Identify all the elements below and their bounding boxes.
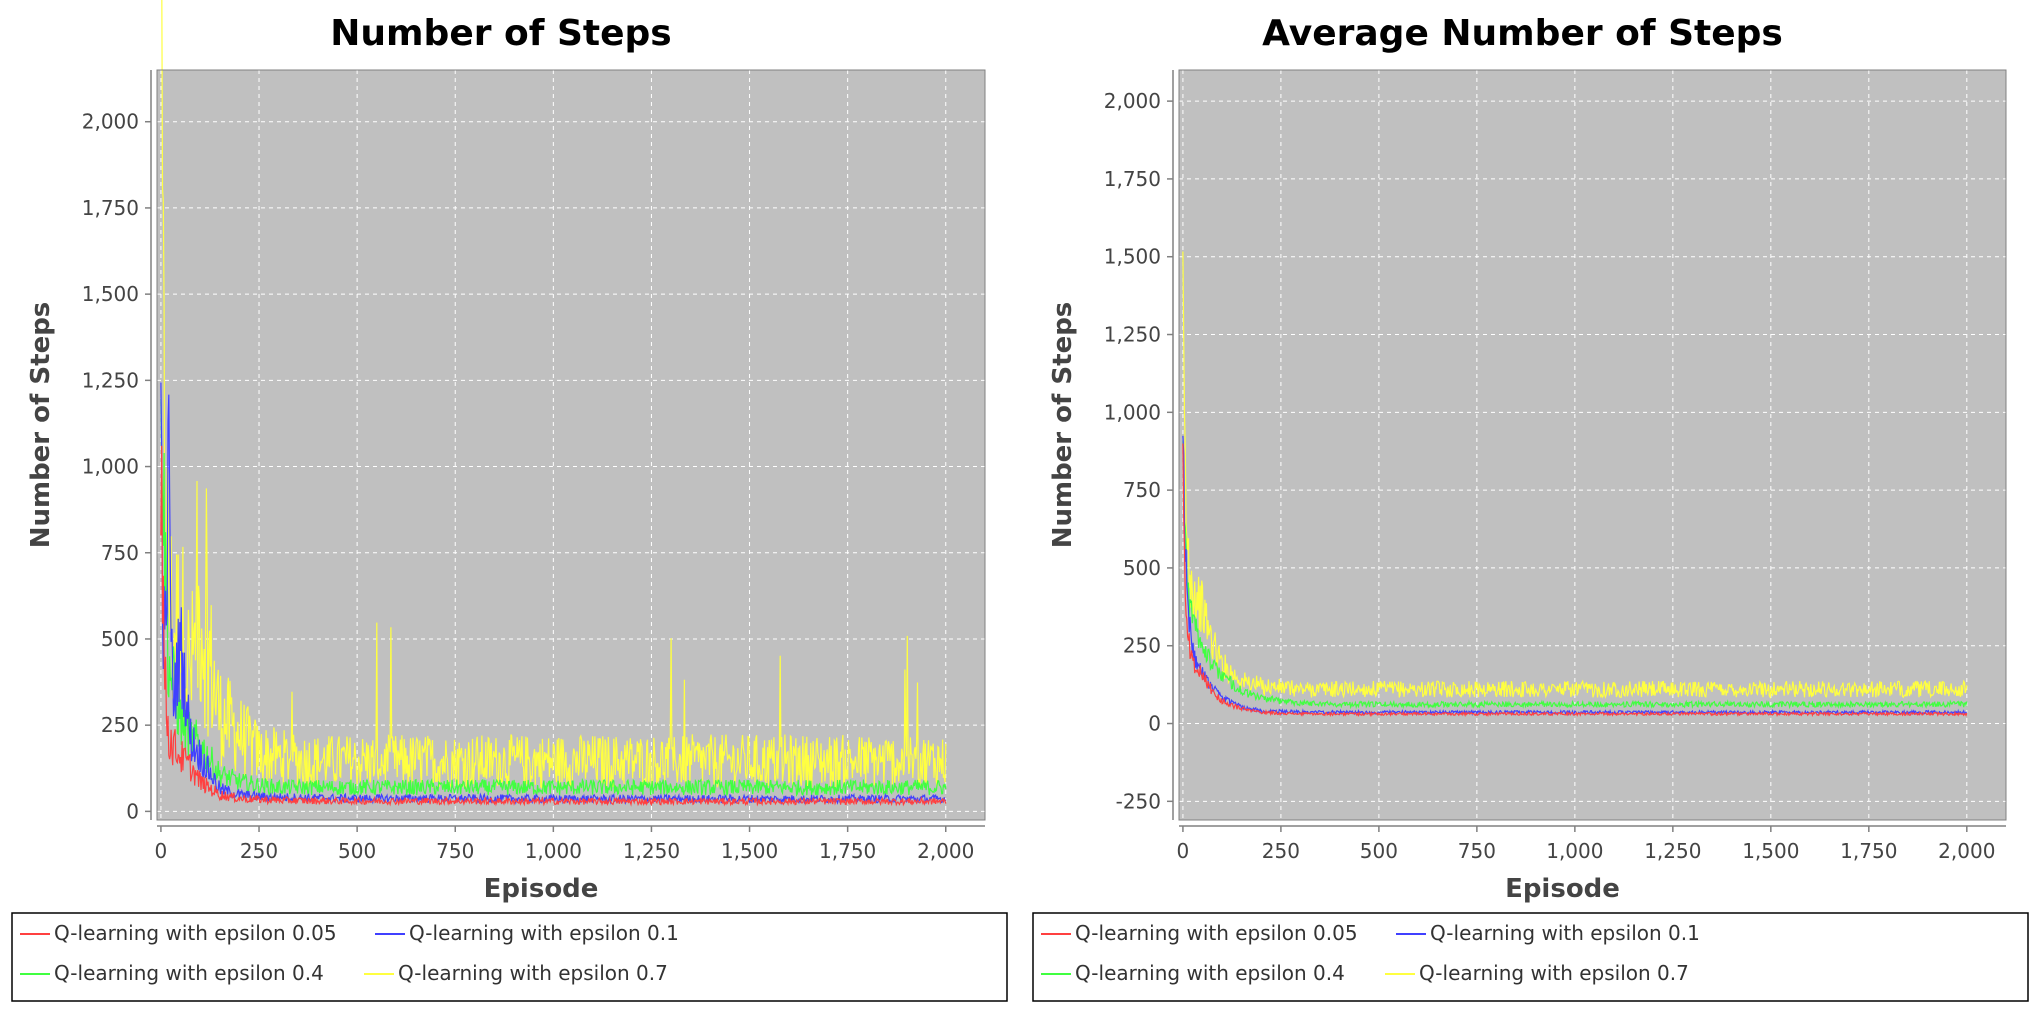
chart0-y-tick-label: 750 (101, 541, 139, 565)
chart0-x-tick-label: 1,000 (525, 839, 582, 863)
chart1-x-tick-label: 1,750 (1840, 839, 1897, 863)
chart1-series-q-learning-with-epsilon-0-1 (1182, 435, 1968, 717)
chart0-y-tick-label: 2,000 (82, 110, 139, 134)
chart0-plot-area (157, 70, 985, 820)
chart1-series-q-learning-with-epsilon-0-4 (1182, 440, 1968, 710)
chart0-x-tick-label: 500 (338, 839, 376, 863)
chart1-x-tick-label: 750 (1458, 839, 1496, 863)
chart1-y-tick-label: 0 (1148, 712, 1161, 736)
chart1-y-axis-label: Number of Steps (1048, 302, 1078, 549)
chart0-x-tick-label: 1,500 (721, 839, 778, 863)
chart1-x-axis-label: Episode (1505, 874, 1620, 904)
chart0-y-tick-label: 1,500 (82, 282, 139, 306)
chart0-y-tick-label: 250 (101, 713, 139, 737)
chart0-y-tick-label: 500 (101, 627, 139, 651)
chart1-y-tick-label: 1,750 (1104, 167, 1161, 191)
chart-panel-number-of-steps: Number of Steps 0 250 500 750 1,000 1,250 1,500… (11, 0, 1008, 1002)
chart0-x-tick-label: 750 (436, 839, 474, 863)
chart0-x-tick-label: 250 (240, 839, 278, 863)
chart0-series-q-learning-with-epsilon-0-4 (160, 398, 947, 798)
chart0-title: Number of Steps (330, 13, 671, 54)
chart1-y-tick-label: -250 (1116, 789, 1161, 813)
chart1-plot-border (1178, 69, 2007, 821)
chart1-legend-label-q-learning-with-epsilon-0-05: Q-learning with epsilon 0.05 (1075, 921, 1358, 945)
chart0-legend (11, 912, 1008, 1002)
chart0-series-q-learning-with-epsilon-0-1 (160, 382, 947, 806)
chart1-y-tick-label: 750 (1123, 478, 1161, 502)
chart0-x-tick-label: 2,000 (917, 839, 974, 863)
chart-number-of-steps: Number of Steps 0 250 500 750 1,000 1,250 1,500… (11, 0, 1008, 1002)
chart1-y-tick-label: 1,250 (1104, 323, 1161, 347)
chart0-x-tick-label: 1,750 (819, 839, 876, 863)
chart1-series-q-learning-with-epsilon-0-05 (1182, 443, 1968, 718)
chart1-x-tick-label: 1,250 (1644, 839, 1701, 863)
chart1-x-tick-label: 250 (1262, 839, 1300, 863)
chart0-y-tick-label: 0 (126, 799, 139, 823)
chart0-series-q-learning-with-epsilon-0-05 (160, 445, 947, 807)
chart1-legend-label-q-learning-with-epsilon-0-4: Q-learning with epsilon 0.4 (1075, 961, 1345, 985)
chart1-plot-area (1179, 70, 2006, 820)
chart1-series-q-learning-with-epsilon-0-7 (1182, 251, 1968, 700)
chart1-title: Average Number of Steps (1262, 13, 1783, 54)
chart1-y-tick-label: 1,500 (1104, 245, 1161, 269)
chart1-x-tick-label: 0 (1177, 839, 1190, 863)
chart1-x-tick-label: 1,500 (1742, 839, 1799, 863)
chart-panel-average-number-of-steps: Average Number of Steps 0 250 500 750 1,000 1,… (1021, 0, 2042, 1026)
chart1-x-tick-label: 500 (1360, 839, 1398, 863)
chart1-y-tick-label: 1,000 (1104, 400, 1161, 424)
chart1-legend-label-q-learning-with-epsilon-0-7: Q-learning with epsilon 0.7 (1419, 961, 1689, 985)
chart0-y-tick-label: 1,000 (82, 455, 139, 479)
chart0-legend-label-q-learning-with-epsilon-0-4: Q-learning with epsilon 0.4 (54, 961, 324, 985)
chart0-x-tick-label: 0 (155, 839, 168, 863)
chart1-y-tick-label: 2,000 (1104, 89, 1161, 113)
chart0-y-tick-label: 1,750 (82, 196, 139, 220)
chart-average-number-of-steps: Average Number of Steps 0 250 500 750 1,000 1,… (1032, 13, 2029, 1002)
chart1-y-tick-label: 250 (1123, 634, 1161, 658)
chart0-x-axis-label: Episode (484, 874, 599, 904)
chart0-legend-label-q-learning-with-epsilon-0-7: Q-learning with epsilon 0.7 (398, 961, 668, 985)
chart0-x-tick-label: 1,250 (623, 839, 680, 863)
chart0-legend-label-q-learning-with-epsilon-0-05: Q-learning with epsilon 0.05 (54, 921, 337, 945)
chart1-legend-label-q-learning-with-epsilon-0-1: Q-learning with epsilon 0.1 (1430, 921, 1700, 945)
chart1-y-tick-label: 500 (1123, 556, 1161, 580)
chart1-legend (1032, 912, 2029, 1002)
chart0-series-q-learning-with-epsilon-0-7 (161, 0, 947, 790)
chart0-plot-border (156, 69, 986, 821)
chart1-x-tick-label: 2,000 (1938, 839, 1995, 863)
chart0-y-tick-label: 1,250 (82, 368, 139, 392)
chart1-x-tick-label: 1,000 (1546, 839, 1603, 863)
chart0-y-axis-label: Number of Steps (26, 302, 56, 549)
chart0-legend-label-q-learning-with-epsilon-0-1: Q-learning with epsilon 0.1 (409, 921, 679, 945)
